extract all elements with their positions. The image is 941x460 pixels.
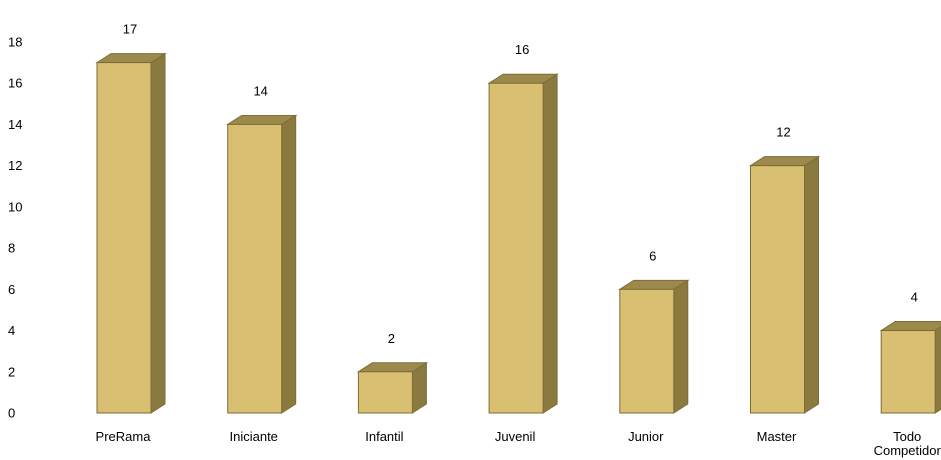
y-tick-label: 14 xyxy=(8,117,22,132)
bar-front xyxy=(357,371,413,414)
bar-side xyxy=(934,326,941,414)
bar-top xyxy=(879,321,941,332)
category-labels: PreRama Iniciante Infantil Juvenil Junior Mas… xyxy=(96,429,941,458)
bar-side xyxy=(804,155,819,414)
category-label: Todo Competidor xyxy=(874,429,941,458)
y-axis-ticks: 0 2 4 6 8 10 12 14 16 18 xyxy=(8,35,22,421)
bar xyxy=(748,155,821,414)
bar-front xyxy=(488,82,544,414)
bar-front xyxy=(880,330,936,414)
category-label: Infantil xyxy=(365,429,403,444)
category-label: Juvenil xyxy=(495,429,536,444)
bar xyxy=(618,279,690,414)
bar xyxy=(356,361,429,414)
data-labels: 17 14 2 16 6 12 4 xyxy=(123,22,918,346)
bar-side xyxy=(673,279,689,414)
bars xyxy=(95,52,941,414)
data-label: 17 xyxy=(123,22,137,37)
bar-front xyxy=(619,288,675,414)
y-tick-label: 6 xyxy=(8,282,15,297)
y-tick-label: 12 xyxy=(8,158,22,173)
data-label: 14 xyxy=(253,83,267,98)
data-label: 16 xyxy=(515,42,529,57)
bar xyxy=(879,321,941,414)
category-label: Junior xyxy=(628,429,664,444)
y-tick-label: 0 xyxy=(8,406,15,421)
y-tick-label: 4 xyxy=(8,323,15,338)
category-label: PreRama xyxy=(96,429,152,444)
y-tick-label: 18 xyxy=(8,35,22,50)
data-label: 4 xyxy=(911,290,918,305)
data-label: 2 xyxy=(388,331,395,346)
bar-side xyxy=(150,52,166,414)
y-tick-label: 2 xyxy=(8,364,15,379)
bar-front xyxy=(227,123,283,414)
bar-side xyxy=(542,73,558,414)
y-tick-label: 10 xyxy=(8,199,22,214)
category-label: Iniciante xyxy=(229,429,277,444)
y-tick-label: 8 xyxy=(8,241,15,256)
bar xyxy=(225,114,298,414)
bar-side xyxy=(281,114,297,414)
data-label: 6 xyxy=(649,248,656,263)
bar xyxy=(95,52,167,414)
data-label: 12 xyxy=(776,125,790,140)
bar xyxy=(487,73,559,414)
category-label: Master xyxy=(757,429,797,444)
bar-front xyxy=(96,62,152,414)
bar-front xyxy=(750,165,805,414)
y-tick-label: 16 xyxy=(8,76,22,91)
